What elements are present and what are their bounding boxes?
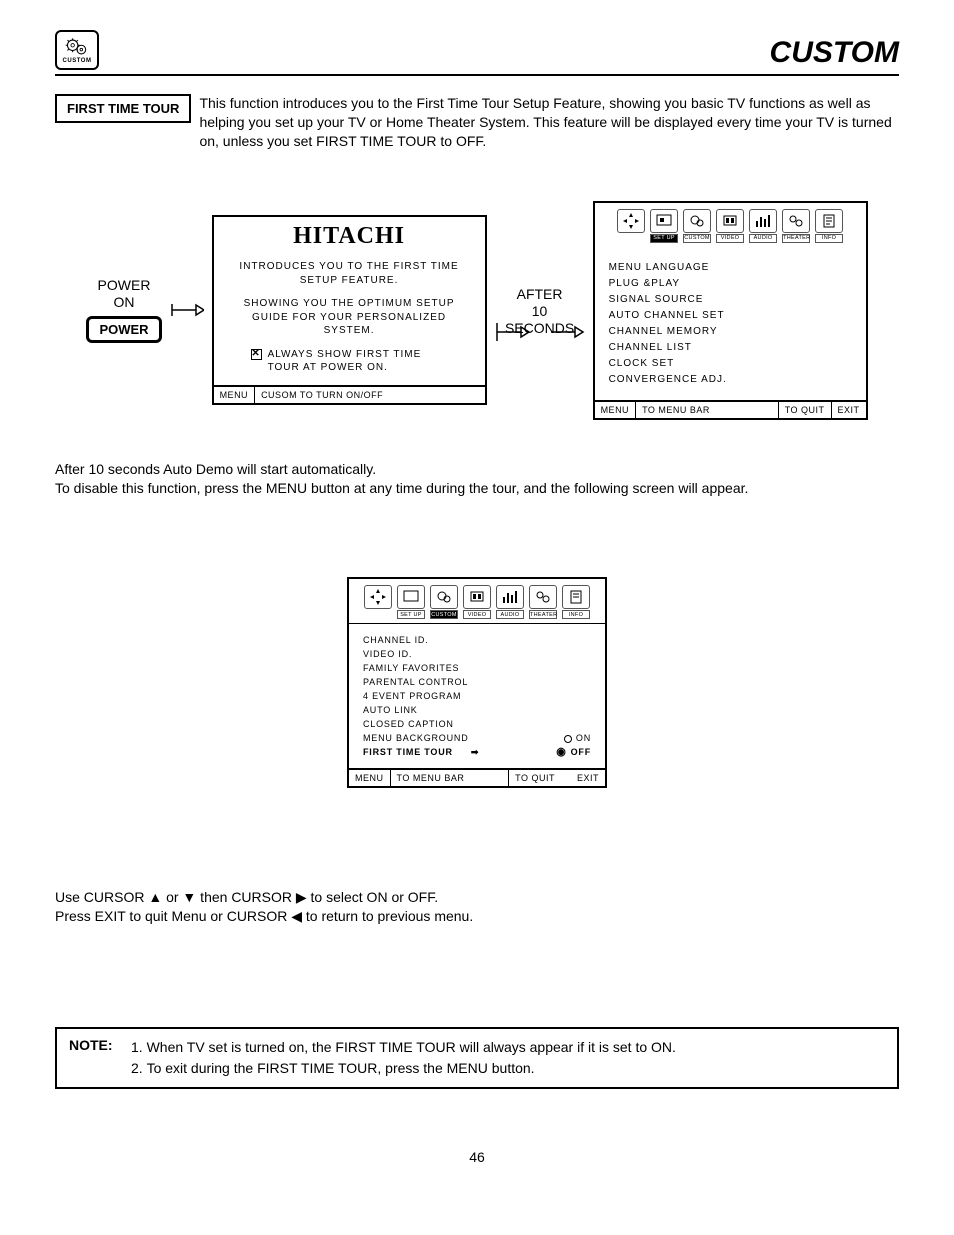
intro-text: This function introduces you to the Firs… [199,94,899,151]
tab-custom[interactable]: CUSTOM [428,585,460,619]
menu-item[interactable]: AUTO CHANNEL SET [609,308,852,324]
intro-section: FIRST TIME TOUR This function introduces… [55,94,899,151]
menu-item[interactable]: CONVERGENCE ADJ. [609,372,852,388]
tab-custom[interactable]: CUSTOM [681,209,713,243]
tab-audio[interactable]: AUDIO [747,209,779,243]
custom-icon-label: CUSTOM [63,58,92,64]
footer-menu: MENU [349,770,391,786]
hitachi-line2: SHOWING YOU THE OPTIMUM SETUP GUIDE FOR … [232,297,467,338]
note-label: NOTE: [69,1037,113,1079]
menu-item[interactable]: 4 EVENT PROGRAM [363,690,591,704]
menu-item-label: MENU BACKGROUND [363,732,469,746]
hitachi-line1: INTRODUCES YOU TO THE FIRST TIME SETUP F… [232,260,467,287]
dpad-icon[interactable] [615,209,647,243]
menu-item[interactable]: CHANNEL LIST [609,340,852,356]
mid-line1: After 10 seconds Auto Demo will start au… [55,460,899,479]
mid-line2: To disable this function, press the MENU… [55,479,899,498]
footer-mid: TO MENU BAR [636,402,779,418]
menu-item[interactable]: PLUG &PLAY [609,276,852,292]
checkbox-icon[interactable]: ✕ [251,349,262,360]
footer-menu: MENU [595,402,637,418]
tab-video[interactable]: VIDEO [461,585,493,619]
note-box: NOTE: When TV set is turned on, the FIRS… [55,1027,899,1089]
menu-tabs-row: SET UP CUSTOM VIDEO AUDIO THEATER INFO [595,203,866,252]
menu-background-row[interactable]: MENU BACKGROUND ON [363,732,591,746]
footer-menu-label: MENU [214,387,256,403]
always-show-checkbox-row[interactable]: ✕ ALWAYS SHOW FIRST TIME TOUR AT POWER O… [232,348,467,375]
tab-info[interactable]: INFO [813,209,845,243]
flow-diagram: POWER ON POWER HITACHI INTRODUCES YOU TO… [55,201,899,420]
hitachi-panel-footer: MENU CUSOM TO TURN ON/OFF [214,385,485,403]
footer-exit: EXIT [571,770,605,786]
dpad-icon[interactable] [362,585,394,619]
setup-menu-list: MENU LANGUAGE PLUG &PLAY SIGNAL SOURCE A… [595,252,866,400]
after-10-seconds: AFTER 10 SECONDS [495,284,585,336]
checkbox-label: ALWAYS SHOW FIRST TIME TOUR AT POWER ON. [268,348,448,375]
tab-theater[interactable]: THEATER [527,585,559,619]
menu-item[interactable]: CHANNEL ID. [363,634,591,648]
note-list: When TV set is turned on, the FIRST TIME… [127,1037,676,1079]
menu-item[interactable]: CLOCK SET [609,356,852,372]
tab-info[interactable]: INFO [560,585,592,619]
custom-panel-footer: MENU TO MENU BAR TO QUIT EXIT [349,768,605,786]
footer-quit: TO QUIT [509,770,561,786]
power-on-column: POWER ON POWER [86,277,161,344]
menu-item-label: FIRST TIME TOUR [363,746,453,760]
first-time-tour-label-box: FIRST TIME TOUR [55,94,191,123]
tab-audio[interactable]: AUDIO [494,585,526,619]
on-option[interactable]: ON [564,732,591,746]
custom-panel-wrap: SET UP CUSTOM VIDEO AUDIO THEATER INFO C… [55,577,899,787]
page-number: 46 [55,1149,899,1165]
hitachi-logo: HITACHI [214,217,485,260]
menu-item[interactable]: AUTO LINK [363,704,591,718]
hitachi-panel-body: INTRODUCES YOU TO THE FIRST TIME SETUP F… [214,260,485,385]
footer-mid: TO MENU BAR [391,770,510,786]
header-rule [55,74,899,76]
note-item: When TV set is turned on, the FIRST TIME… [147,1037,676,1058]
mid-text-block: After 10 seconds Auto Demo will start au… [55,460,899,498]
gears-icon [64,36,90,58]
note-item: To exit during the FIRST TIME TOUR, pres… [147,1058,676,1079]
footer-quit: TO QUIT [779,402,832,418]
custom-icon: CUSTOM [55,30,99,70]
custom-menu-list: CHANNEL ID. VIDEO ID. FAMILY FAVORITES P… [349,624,605,767]
menu-item[interactable]: CLOSED CAPTION [363,718,591,732]
instruction-line1: Use CURSOR ▲ or ▼ then CURSOR ▶ to selec… [55,888,899,908]
menu-item[interactable]: PARENTAL CONTROL [363,676,591,690]
tab-setup[interactable]: SET UP [395,585,427,619]
menu-item[interactable]: FAMILY FAVORITES [363,662,591,676]
instruction-line2: Press EXIT to quit Menu or CURSOR ◀ to r… [55,907,899,927]
off-option[interactable]: ◉OFF [556,746,591,760]
first-time-tour-row[interactable]: FIRST TIME TOUR ➡ ◉OFF [363,746,591,760]
menu-item[interactable]: CHANNEL MEMORY [609,324,852,340]
tab-video[interactable]: VIDEO [714,209,746,243]
arrow-right-icon [170,300,204,320]
setup-menu-panel: SET UP CUSTOM VIDEO AUDIO THEATER INFO M… [593,201,868,420]
footer-exit: EXIT [832,402,866,418]
setup-panel-footer: MENU TO MENU BAR TO QUIT EXIT [595,400,866,418]
custom-tabs-row: SET UP CUSTOM VIDEO AUDIO THEATER INFO [349,579,605,624]
page-title: CUSTOM [770,36,899,70]
power-on-label: POWER ON [98,277,151,311]
menu-item[interactable]: VIDEO ID. [363,648,591,662]
arrow-right-icon: ➡ [471,746,479,760]
menu-item[interactable]: SIGNAL SOURCE [609,292,852,308]
footer-custom-text: CUSOM TO TURN ON/OFF [255,387,485,403]
tab-theater[interactable]: THEATER [780,209,812,243]
tab-setup[interactable]: SET UP [648,209,680,243]
after-label: AFTER 10 SECONDS [505,286,574,336]
hitachi-panel: HITACHI INTRODUCES YOU TO THE FIRST TIME… [212,215,487,405]
page-header: CUSTOM CUSTOM [55,30,899,70]
custom-menu-panel: SET UP CUSTOM VIDEO AUDIO THEATER INFO C… [347,577,607,787]
power-button[interactable]: POWER [86,316,161,343]
menu-item[interactable]: MENU LANGUAGE [609,260,852,276]
bottom-instructions: Use CURSOR ▲ or ▼ then CURSOR ▶ to selec… [55,888,899,927]
